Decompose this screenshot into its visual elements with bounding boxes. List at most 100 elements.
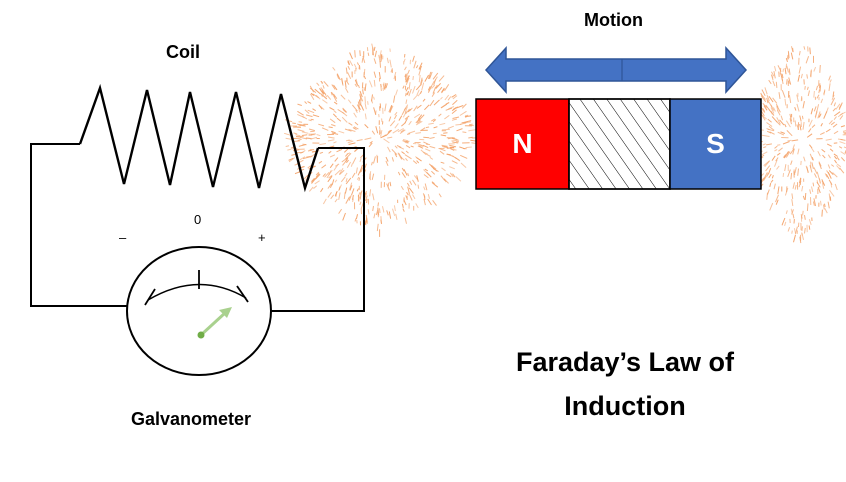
field-particle	[763, 105, 768, 111]
field-particle	[332, 113, 338, 118]
field-particle	[772, 97, 778, 104]
field-particle	[784, 68, 787, 75]
field-particle	[364, 83, 367, 92]
field-particle	[364, 163, 367, 169]
field-particle	[351, 172, 356, 179]
field-particle	[334, 198, 338, 203]
field-particle	[771, 175, 774, 179]
coil	[78, 83, 320, 193]
field-particle	[376, 154, 378, 162]
field-particle	[297, 110, 304, 116]
field-particle	[409, 180, 413, 186]
field-particle	[293, 126, 301, 129]
field-particle	[828, 83, 831, 91]
field-particle	[299, 124, 305, 126]
field-particle	[452, 173, 456, 178]
field-particle	[804, 227, 806, 234]
field-particle	[383, 138, 390, 144]
field-particle	[402, 208, 405, 212]
field-particle	[811, 162, 814, 170]
field-particle	[798, 66, 802, 74]
field-particle	[839, 115, 844, 120]
field-particle	[412, 160, 418, 165]
field-particle	[373, 79, 376, 87]
field-particle	[393, 205, 396, 212]
field-particle	[359, 191, 362, 200]
field-particle	[826, 143, 833, 147]
field-particle	[352, 198, 354, 203]
field-particle	[791, 193, 794, 199]
field-particle	[790, 52, 794, 60]
field-particle	[444, 114, 450, 120]
field-particle	[312, 114, 320, 118]
field-particle	[308, 133, 315, 136]
field-particle	[451, 106, 458, 112]
field-particle	[377, 202, 379, 207]
field-particle	[385, 160, 389, 166]
field-particle	[776, 106, 781, 113]
field-particle	[794, 167, 797, 174]
field-particle	[820, 200, 822, 206]
field-particle	[776, 165, 780, 170]
field-particle	[838, 146, 843, 149]
field-particle	[821, 149, 826, 153]
magnetic-field-right	[748, 46, 846, 244]
field-particle	[840, 125, 846, 128]
field-particle	[813, 167, 818, 175]
field-particle	[408, 187, 414, 194]
field-particle	[811, 147, 815, 153]
field-particle	[404, 217, 407, 224]
field-particle	[364, 195, 368, 201]
field-particle	[298, 144, 307, 147]
field-particle	[460, 162, 467, 168]
field-particle	[827, 164, 831, 169]
field-particle	[825, 174, 830, 180]
field-particle	[377, 207, 380, 216]
field-particle	[404, 73, 407, 78]
field-particle	[358, 99, 361, 106]
field-particle	[307, 149, 313, 152]
field-particle	[779, 119, 785, 126]
field-particle	[427, 198, 432, 206]
field-particle	[373, 46, 376, 52]
field-particle	[367, 209, 370, 215]
field-particle	[328, 126, 333, 129]
field-particle	[840, 138, 846, 141]
field-particle	[413, 60, 417, 69]
bar-magnet	[475, 98, 762, 190]
field-particle	[813, 66, 817, 72]
field-particle	[329, 118, 336, 124]
field-particle	[829, 79, 832, 83]
field-particle	[802, 210, 804, 216]
field-particle	[406, 133, 411, 135]
scale-tick-minus	[144, 288, 156, 306]
field-particle	[395, 213, 398, 220]
field-particle	[772, 107, 776, 112]
field-particle	[836, 157, 840, 161]
field-particle	[822, 154, 826, 159]
field-particle	[770, 74, 774, 81]
field-particle	[352, 194, 354, 200]
field-particle	[420, 127, 426, 132]
field-particle	[341, 79, 344, 86]
field-particle	[451, 94, 457, 98]
field-particle	[305, 137, 312, 139]
field-particle	[842, 130, 846, 132]
field-particle	[775, 194, 779, 203]
field-particle	[298, 124, 306, 127]
field-particle	[415, 132, 422, 134]
field-particle	[839, 167, 845, 174]
field-particle	[349, 185, 353, 191]
field-particle	[345, 139, 350, 142]
field-particle	[806, 166, 809, 174]
field-particle	[769, 131, 775, 135]
field-particle	[355, 167, 358, 174]
field-particle	[331, 179, 335, 186]
field-particle	[822, 204, 825, 210]
field-particle	[338, 130, 345, 134]
field-particle	[399, 129, 406, 135]
field-particle	[789, 113, 793, 122]
field-particle	[425, 126, 430, 129]
field-particle	[375, 126, 379, 134]
